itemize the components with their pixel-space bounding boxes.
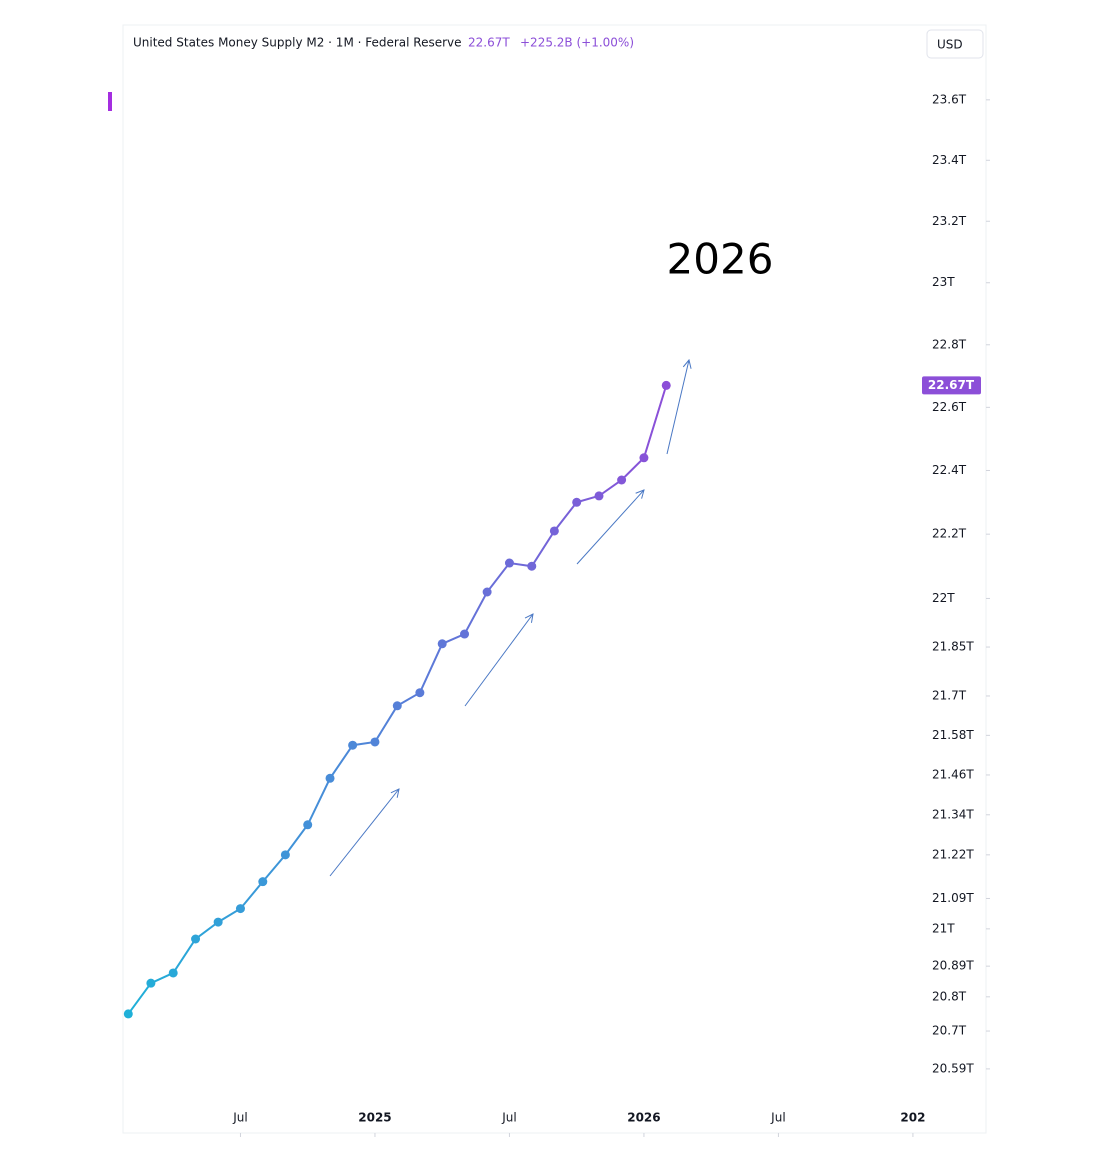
annotation: 2026 xyxy=(667,235,774,284)
plot-frame xyxy=(122,24,987,1134)
y-tick-label: 20.59T xyxy=(932,1061,974,1075)
y-tick-label: 21.34T xyxy=(932,807,974,821)
x-tick-label: Jul xyxy=(232,1111,247,1125)
point xyxy=(482,587,492,597)
y-tick-label: 21T xyxy=(932,921,955,935)
chart-title: United States Money Supply M2 · 1M · Fed… xyxy=(133,36,462,50)
point xyxy=(661,380,671,390)
point xyxy=(549,526,559,536)
point xyxy=(527,561,537,571)
price-tag xyxy=(922,376,981,395)
currency[interactable]: USD xyxy=(937,38,963,52)
point xyxy=(191,934,201,944)
price-tag-label: 22.67T xyxy=(928,378,975,392)
x-tick-label: Jul xyxy=(501,1111,516,1125)
point xyxy=(123,1009,133,1019)
x-tick-label: Jul xyxy=(770,1111,785,1125)
point xyxy=(392,701,402,711)
point xyxy=(415,688,425,698)
y-tick-label: 22.6T xyxy=(932,400,967,414)
point xyxy=(146,978,156,988)
arrow xyxy=(464,614,533,707)
x-tick-label: 202 xyxy=(900,1111,925,1125)
point xyxy=(617,475,627,485)
y-tick-label: 23.2T xyxy=(932,214,967,228)
last-value: 22.67T xyxy=(468,36,510,50)
y-tick-label: 22.8T xyxy=(932,337,967,351)
y-tick-label: 20.8T xyxy=(932,989,967,1003)
y-tick-label: 21.46T xyxy=(932,767,974,781)
point xyxy=(594,491,604,501)
trend-arrows xyxy=(329,360,689,877)
arrow xyxy=(576,490,644,565)
y-tick-label: 20.89T xyxy=(932,959,974,973)
point xyxy=(504,558,514,568)
point xyxy=(437,639,447,649)
change: +225.2B (+1.00%) xyxy=(520,36,634,50)
point xyxy=(572,497,582,507)
y-tick-label: 22.4T xyxy=(932,463,967,477)
point xyxy=(258,877,268,887)
y-tick-label: 21.58T xyxy=(932,728,974,742)
arrow xyxy=(329,789,399,877)
y-tick-label: 22.2T xyxy=(932,527,967,541)
y-tick-label: 23T xyxy=(932,275,955,289)
point xyxy=(348,740,358,750)
y-tick-label: 21.85T xyxy=(932,640,974,654)
point xyxy=(303,820,313,830)
point xyxy=(460,629,470,639)
toolbar-marker xyxy=(108,92,112,111)
y-tick-label: 21.09T xyxy=(932,891,974,905)
y-tick-label: 23.6T xyxy=(932,92,967,106)
line xyxy=(127,385,668,1015)
y-tick-label: 21.7T xyxy=(932,688,967,702)
point xyxy=(235,904,245,914)
y-tick-label: 20.7T xyxy=(932,1024,967,1038)
point xyxy=(639,453,649,463)
y-tick-label: 23.4T xyxy=(932,153,967,167)
arrow xyxy=(666,360,689,455)
y-tick-label: 22T xyxy=(932,591,955,605)
point xyxy=(168,968,178,978)
x-tick-label: 2026 xyxy=(627,1111,660,1125)
x-tick-label: 2025 xyxy=(358,1111,391,1125)
point xyxy=(280,850,290,860)
point xyxy=(370,737,380,747)
point xyxy=(213,917,223,927)
y-tick-label: 21.22T xyxy=(932,847,974,861)
currency-button[interactable] xyxy=(926,29,984,59)
point xyxy=(325,773,335,783)
